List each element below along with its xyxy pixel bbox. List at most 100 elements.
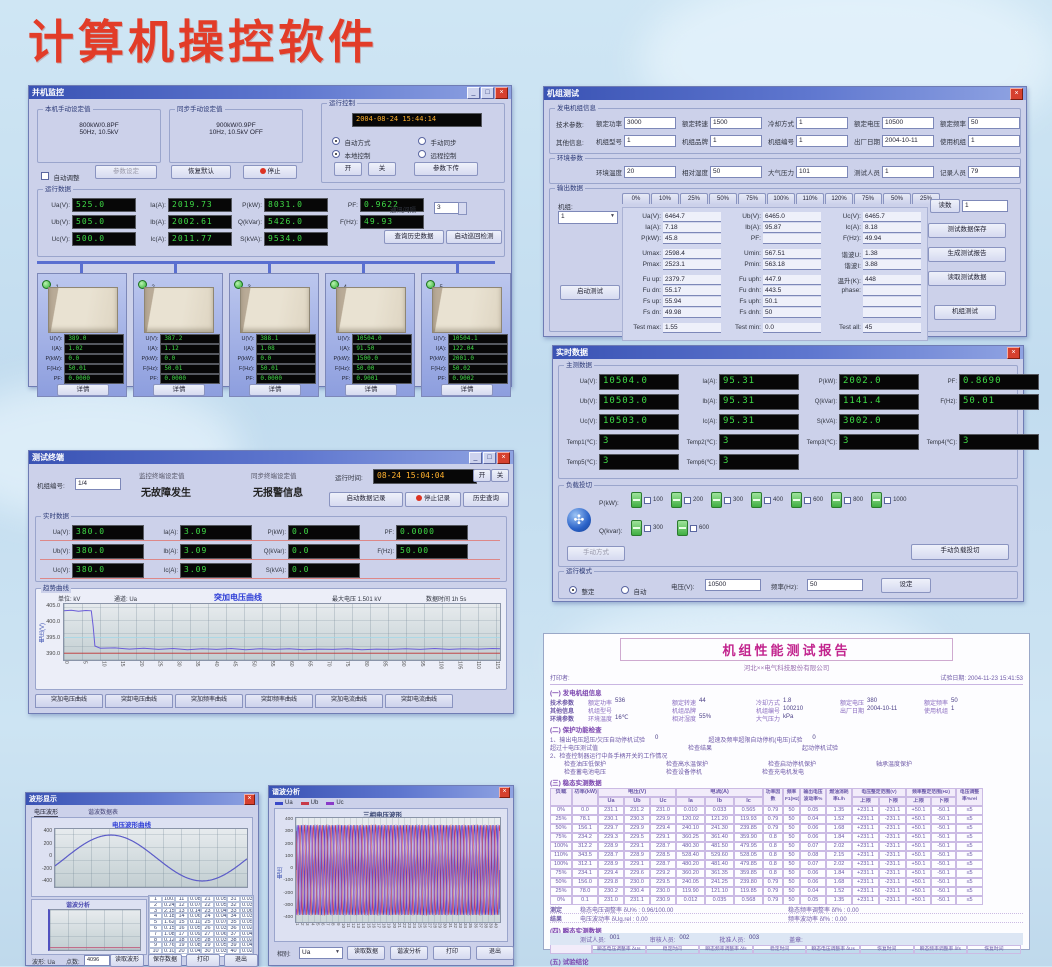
toggle-switch-icon[interactable]: [871, 492, 883, 508]
unit-detail-button[interactable]: 详情: [57, 384, 109, 396]
tab-harmonic-table[interactable]: 谐波数据表: [88, 810, 119, 816]
field-input[interactable]: 6464.7: [663, 211, 721, 222]
points-field[interactable]: 4096: [84, 955, 110, 966]
stop-record-button[interactable]: 停止记录: [405, 492, 461, 507]
load-checkbox[interactable]: [804, 496, 812, 504]
unit-detail-button[interactable]: 详情: [249, 384, 301, 396]
close-icon[interactable]: ×: [1007, 346, 1020, 359]
field-input[interactable]: 1: [710, 135, 762, 147]
field-input[interactable]: 3000: [624, 117, 676, 129]
load-checkbox[interactable]: [690, 524, 698, 532]
field-input[interactable]: 0.0: [763, 322, 821, 333]
manual-mode-button[interactable]: 手动方式: [567, 546, 625, 561]
stop-button[interactable]: 停止: [243, 165, 297, 179]
load-tab[interactable]: 0%: [622, 193, 650, 204]
bottom-action-button[interactable]: 保存数据: [148, 954, 182, 967]
toggle-switch-icon[interactable]: [751, 492, 763, 508]
load-checkbox[interactable]: [724, 496, 732, 504]
field-input[interactable]: 50: [763, 307, 821, 318]
field-input[interactable]: 2523.1: [663, 259, 721, 270]
field-input[interactable]: 447.9: [763, 274, 821, 285]
scan-start-button[interactable]: 启动巡回检测: [446, 230, 502, 244]
field-input[interactable]: 6465.7: [863, 211, 921, 222]
field-input[interactable]: 448: [863, 274, 921, 285]
read-value-field[interactable]: 1: [962, 200, 1008, 212]
close-icon[interactable]: ×: [1010, 87, 1023, 100]
field-input[interactable]: [863, 296, 921, 307]
load-switch[interactable]: 200: [671, 492, 703, 508]
field-input[interactable]: 20: [624, 166, 676, 178]
field-input[interactable]: 45.8: [663, 233, 721, 244]
load-tab[interactable]: 110%: [796, 193, 824, 204]
field-input[interactable]: 1500: [710, 117, 762, 129]
start-test-button[interactable]: 启动测试: [560, 285, 620, 300]
bottom-action-button[interactable]: 打印: [433, 946, 471, 960]
toggle-switch-icon[interactable]: [711, 492, 723, 508]
field-input[interactable]: 1.38: [863, 248, 921, 259]
on-button[interactable]: 开: [334, 162, 362, 176]
field-input[interactable]: 7.18: [663, 222, 721, 233]
load-switch[interactable]: 600: [677, 520, 709, 536]
radio-remote[interactable]: [418, 149, 426, 158]
field-input[interactable]: 567.51: [763, 248, 821, 259]
field-input[interactable]: 50.1: [763, 296, 821, 307]
field-input[interactable]: 1: [882, 166, 934, 178]
field-input[interactable]: 2004-10-11: [882, 135, 934, 147]
bottom-action-button[interactable]: 读取数据: [347, 946, 385, 960]
field-input[interactable]: 443.5: [763, 285, 821, 296]
field-input[interactable]: 2598.4: [663, 248, 721, 259]
maximize-icon[interactable]: □: [483, 451, 496, 464]
load-switch[interactable]: 300: [711, 492, 743, 508]
field-input[interactable]: 3.88: [863, 259, 921, 270]
close-icon[interactable]: ×: [499, 786, 510, 798]
start-record-button[interactable]: 启动数据记录: [329, 492, 403, 507]
history-button[interactable]: 历史查询: [463, 492, 509, 507]
unit-detail-button[interactable]: 详情: [153, 384, 205, 396]
toggle-switch-icon[interactable]: [631, 520, 642, 536]
load-checkbox[interactable]: [644, 524, 651, 532]
field-input[interactable]: 1: [624, 135, 676, 147]
field-input[interactable]: 50: [968, 117, 1020, 129]
read-button[interactable]: 读数: [930, 199, 960, 213]
toggle-switch-icon[interactable]: [631, 492, 642, 508]
restore-default-button[interactable]: 恢复默认: [171, 165, 231, 179]
toggle-switch-icon[interactable]: [677, 520, 689, 536]
tab-voltage-wave[interactable]: 电压波形: [34, 807, 59, 817]
field-input[interactable]: 1: [796, 135, 848, 147]
field-input[interactable]: 10500: [882, 117, 934, 129]
radio-auto[interactable]: [621, 585, 629, 594]
close-icon[interactable]: ×: [244, 793, 255, 805]
close-icon[interactable]: ×: [497, 451, 510, 464]
load-switch[interactable]: 100: [631, 492, 663, 508]
unit-detail-button[interactable]: 详情: [345, 384, 397, 396]
bottom-action-button[interactable]: 读取波形: [110, 954, 144, 967]
field-input[interactable]: 45: [863, 322, 921, 333]
titlebar[interactable]: 机组测试 ×: [544, 87, 1026, 100]
load-tab[interactable]: 75%: [854, 193, 882, 204]
field-input[interactable]: 8.18: [863, 222, 921, 233]
toggle-switch-icon[interactable]: [671, 492, 683, 508]
unit-detail-button[interactable]: 详情: [441, 384, 493, 396]
field-input[interactable]: 1: [968, 135, 1020, 147]
field-input[interactable]: 55.17: [663, 285, 721, 296]
load-checkbox[interactable]: [844, 496, 852, 504]
titlebar[interactable]: 实时数据 ×: [553, 346, 1023, 359]
minimize-icon[interactable]: _: [469, 451, 482, 464]
titlebar[interactable]: 波形显示 ×: [26, 793, 258, 805]
spinner-arrows-icon[interactable]: [458, 202, 467, 215]
load-tab[interactable]: 25%: [680, 193, 708, 204]
titlebar[interactable]: 测试终端 _ □ ×: [29, 451, 513, 464]
unit-select[interactable]: 1 ▼: [558, 211, 618, 224]
load-switch[interactable]: 800: [831, 492, 863, 508]
load-switch[interactable]: 300: [631, 520, 663, 536]
load-tab[interactable]: 25%: [912, 193, 940, 204]
bottom-action-button[interactable]: 退出: [476, 946, 514, 960]
phase-select[interactable]: Ua ▼: [299, 947, 343, 959]
radio-auto[interactable]: [332, 136, 340, 145]
load-checkbox[interactable]: [764, 496, 772, 504]
load-tab[interactable]: 50%: [883, 193, 911, 204]
field-input[interactable]: [863, 307, 921, 318]
titlebar[interactable]: 谐波分析 ×: [269, 786, 513, 798]
bottom-action-button[interactable]: 谐波分析: [390, 946, 428, 960]
